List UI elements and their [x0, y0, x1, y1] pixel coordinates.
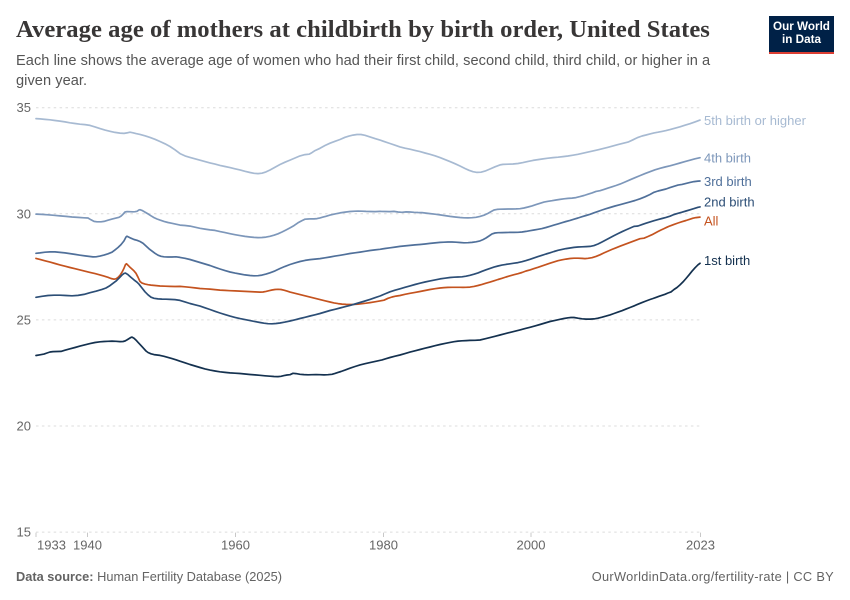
svg-text:4th birth: 4th birth — [704, 151, 751, 166]
svg-text:15: 15 — [17, 525, 31, 540]
svg-text:30: 30 — [17, 206, 31, 221]
svg-text:2nd birth: 2nd birth — [704, 195, 755, 210]
svg-text:2000: 2000 — [517, 538, 546, 553]
svg-text:1960: 1960 — [221, 538, 250, 553]
svg-text:All: All — [704, 213, 719, 228]
svg-text:1933: 1933 — [37, 538, 66, 553]
svg-text:1940: 1940 — [73, 538, 102, 553]
svg-text:5th birth or higher: 5th birth or higher — [704, 113, 807, 128]
svg-text:20: 20 — [17, 419, 31, 434]
svg-text:35: 35 — [17, 100, 31, 115]
svg-text:1st birth: 1st birth — [704, 253, 750, 268]
svg-text:3rd birth: 3rd birth — [704, 174, 752, 189]
svg-text:1980: 1980 — [369, 538, 398, 553]
svg-text:2023: 2023 — [686, 538, 715, 553]
svg-text:25: 25 — [17, 312, 31, 327]
